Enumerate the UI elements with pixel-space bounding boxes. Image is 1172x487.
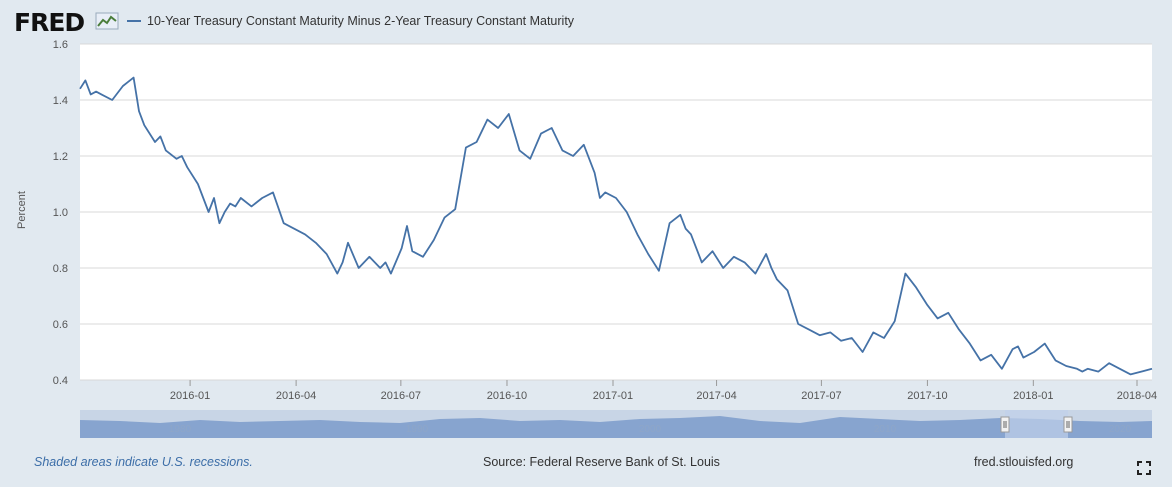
chart-legend[interactable]: 10-Year Treasury Constant Maturity Minus…	[127, 14, 574, 28]
fred-logo[interactable]: FRED	[14, 8, 85, 37]
grid-lines	[80, 43, 1152, 381]
x-tick-label: 2018-04	[1117, 390, 1157, 402]
x-tick-label: 2017-01	[593, 390, 633, 402]
navigator-label: 1980	[169, 424, 192, 435]
line-chart[interactable]: 0.40.60.81.01.21.41.6 2016-01 2016-04 2016…	[0, 0, 1172, 450]
x-tick-label: 2017-07	[801, 390, 841, 402]
source-text: Source: Federal Reserve Bank of St. Loui…	[483, 455, 720, 469]
y-tick-label: 1.6	[53, 39, 68, 51]
navigator-label: 2020	[1109, 424, 1132, 435]
x-tick-label: 2016-01	[170, 390, 210, 402]
navigator-handle-left[interactable]	[1000, 416, 1010, 433]
x-axis-ticks: 2016-01 2016-04 2016-07 2016-10 2017-01 2017-…	[170, 380, 1157, 402]
drag-handle-icon	[1063, 416, 1073, 433]
y-tick-label: 0.6	[53, 319, 68, 331]
x-tick-label: 2016-04	[276, 390, 316, 402]
fullscreen-icon[interactable]	[1137, 461, 1151, 475]
navigator-label: 2010	[874, 424, 897, 435]
navigator-label: 1990	[406, 424, 429, 435]
y-tick-label: 0.4	[53, 375, 68, 387]
series-line[interactable]	[79, 76, 1153, 376]
recession-note[interactable]: Shaded areas indicate U.S. recessions.	[34, 455, 253, 469]
legend-swatch	[127, 20, 141, 22]
x-tick-label: 2016-10	[487, 390, 527, 402]
y-tick-label: 1.4	[53, 95, 68, 107]
x-tick-label: 2017-10	[907, 390, 947, 402]
x-tick-label: 2017-04	[696, 390, 736, 402]
navigator-selection[interactable]	[1005, 410, 1068, 438]
drag-handle-icon	[1000, 416, 1010, 433]
fred-graph-icon	[95, 12, 119, 30]
y-tick-label: 0.8	[53, 263, 68, 275]
navigator-handle-right[interactable]	[1063, 416, 1073, 433]
x-tick-label: 2016-07	[381, 390, 421, 402]
navigator-area	[80, 416, 1152, 438]
y-tick-label: 1.2	[53, 151, 68, 163]
y-tick-label: 1.0	[53, 207, 68, 219]
legend-label: 10-Year Treasury Constant Maturity Minus…	[147, 14, 575, 28]
site-url[interactable]: fred.stlouisfed.org	[974, 455, 1074, 469]
series-layer	[79, 76, 1153, 376]
navigator-label: 2000	[639, 424, 662, 435]
x-tick-label: 2018-01	[1013, 390, 1053, 402]
navigator-labels: 1980 1990 2000 2010 2020	[169, 424, 1132, 435]
y-axis-ticks: 0.4 0.6 0.8 1.0 1.2 1.4 1.6	[53, 39, 68, 387]
